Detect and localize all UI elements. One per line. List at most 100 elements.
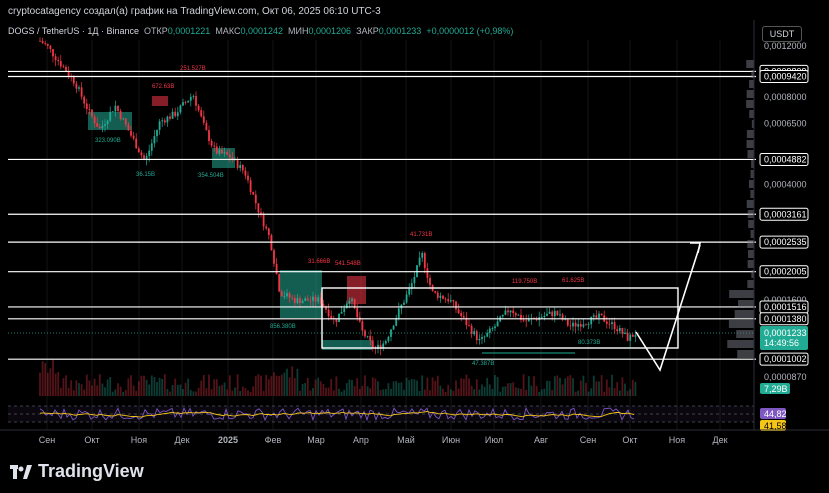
current-price-label: 0,0001233: [764, 328, 807, 338]
volume-bar: [46, 372, 49, 396]
candle-body: [39, 40, 41, 42]
volume-profile-bar: [748, 220, 754, 228]
level-tag-label: 0,0003161: [764, 209, 807, 219]
candle-body: [236, 158, 239, 169]
candle-body: [436, 292, 439, 298]
volume-bar: [114, 389, 117, 396]
candle-body: [618, 327, 621, 332]
volume-bar: [447, 384, 450, 396]
candle-body: [169, 116, 171, 119]
volume-bar: [41, 361, 44, 396]
volume-bar: [483, 386, 486, 396]
candle-body: [114, 105, 117, 112]
candle-body: [286, 293, 288, 297]
candle-body: [72, 76, 75, 84]
tradingview-logo[interactable]: TradingView: [10, 461, 144, 482]
price-tick-label: 0,0000870: [764, 372, 807, 382]
candle-body: [364, 330, 366, 337]
volume-profile-bar: [748, 250, 754, 258]
time-tick-label: Сен: [580, 435, 597, 445]
volume-bar: [509, 383, 512, 396]
candle-body: [104, 124, 106, 126]
candle-body: [564, 319, 567, 320]
candle-body: [85, 103, 88, 109]
candle-body: [408, 288, 411, 295]
volume-bar: [119, 386, 122, 396]
annotation-label: 672.63B: [152, 84, 174, 90]
volume-bar: [104, 387, 106, 396]
candle-body: [525, 320, 528, 322]
volume-bar: [473, 389, 476, 396]
candle-body: [109, 111, 112, 121]
candle-body: [98, 126, 101, 129]
volume-bar: [416, 380, 418, 396]
candle-body: [132, 135, 135, 139]
volume-bar: [332, 390, 335, 396]
candle-body: [93, 116, 96, 124]
volume-profile-bar: [750, 170, 754, 178]
volume-bars: [39, 359, 637, 396]
candle-body: [174, 111, 177, 117]
volume-profile-bar: [729, 290, 754, 298]
candle-body: [319, 297, 322, 304]
volume-bar: [366, 386, 369, 396]
volume-bar: [613, 388, 616, 396]
annotation-label: 119.750B: [512, 279, 537, 285]
time-axis[interactable]: Сен Окт Ноя Дек 2025 Фев Мар Апр Май Июн Июл Авг Сен…: [0, 429, 829, 445]
candle-body: [611, 322, 613, 324]
volume-profile-bar: [747, 260, 754, 268]
annotations: 672.63B 251.527B 323.090B 36.15B 354.504B 31.…: [95, 66, 600, 367]
volume-bar: [457, 388, 460, 396]
volume-bar: [301, 383, 304, 396]
candle-body: [444, 298, 447, 300]
volume-bar: [405, 377, 408, 396]
volume-bar: [288, 377, 291, 396]
volume-bar: [486, 377, 489, 396]
volume-bar: [343, 389, 346, 396]
candle-body: [182, 102, 184, 106]
volume-bar: [574, 391, 577, 396]
price-tick-label: 0,0001600: [764, 295, 807, 305]
candle-body: [488, 328, 491, 333]
open-value: 0,0001221: [167, 26, 211, 36]
volume-bar: [280, 374, 283, 396]
candle-body: [166, 116, 169, 123]
candle-body: [470, 325, 473, 335]
volume-bar: [148, 384, 151, 396]
candle-body: [390, 329, 392, 337]
volume-bar: [267, 379, 270, 396]
candle-body: [351, 298, 353, 301]
volume-bar: [611, 374, 613, 396]
candle-body: [244, 170, 247, 176]
currency-selector[interactable]: USDT: [762, 26, 802, 42]
volume-bar: [52, 359, 54, 396]
price-axis[interactable]: 0,0012000 0,0008000 0,0006500 0,0004000 0,00…: [753, 20, 809, 431]
volume-bar: [265, 374, 268, 396]
volume-bar: [140, 375, 143, 396]
volume-profile-bar: [747, 210, 754, 218]
volume-bar: [374, 378, 377, 396]
candle-body: [293, 297, 296, 304]
annotation-label: 47.387B: [472, 361, 494, 367]
low-label: МИН: [288, 26, 309, 36]
candle-body: [442, 295, 444, 299]
annotation-label: 61.625B: [562, 278, 584, 284]
volume-bar: [499, 391, 502, 396]
volume-bar: [132, 385, 135, 396]
annotation-label: 354.504B: [198, 173, 224, 179]
candle-body: [317, 297, 320, 302]
candle-body: [335, 318, 338, 323]
candle-body: [449, 300, 452, 302]
volume-bar: [527, 376, 530, 396]
volume-bar: [353, 386, 356, 396]
candle-body: [195, 95, 197, 106]
candle-body: [566, 319, 569, 326]
candle-body: [475, 331, 478, 341]
candle-body: [465, 317, 468, 326]
time-tick-label: Окт: [622, 435, 637, 445]
volume-bar: [442, 388, 444, 396]
candle-body: [223, 152, 226, 154]
symbol-pair[interactable]: DOGS / TetherUS · 1Д · Binance: [8, 26, 139, 36]
candle-body: [522, 319, 525, 321]
